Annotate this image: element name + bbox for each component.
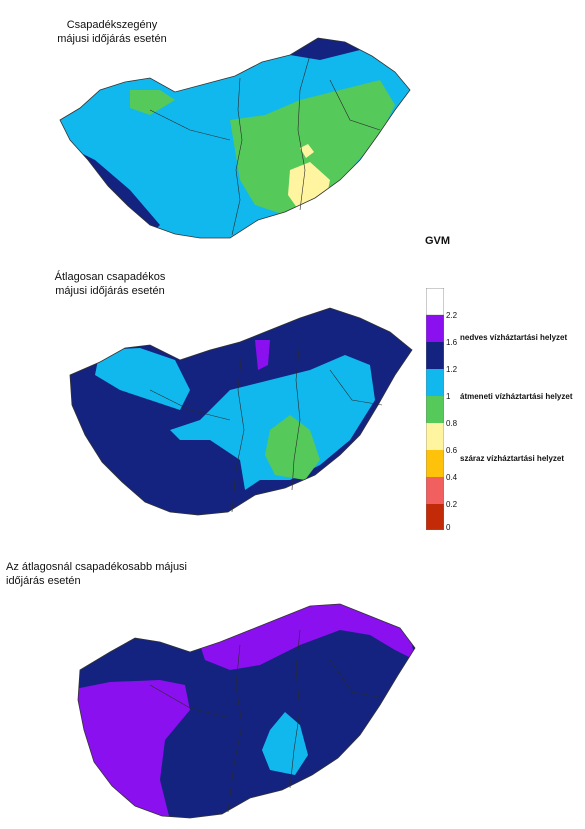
map-title-average-line1: Átlagosan csapadékos	[54, 271, 166, 283]
legend-colorbar	[426, 288, 444, 530]
map-title-dry: Csapadékszegény májusi időjárás esetén	[42, 18, 182, 46]
legend-tick: 0.8	[446, 419, 458, 428]
legend-swatch-orange	[426, 450, 444, 477]
map-title-average-line2: májusi időjárás esetén	[55, 285, 165, 297]
legend-swatch-salmon	[426, 477, 444, 504]
legend-swatch-yellow	[426, 423, 444, 450]
map-title-wet: Az átlagosnál csapadékosabb májusi időjá…	[6, 560, 206, 588]
legend-tick: 1	[446, 392, 451, 401]
map-average-may	[69, 307, 413, 516]
legend-tick: 0.6	[446, 446, 458, 455]
legend-tick: 0.2	[446, 500, 458, 509]
legend-class-transitional: átmeneti vízháztartási helyzet	[460, 392, 573, 401]
legend-tick: 1.6	[446, 338, 458, 347]
legend-tick: 0.4	[446, 473, 458, 482]
map-wet-may	[77, 603, 416, 819]
legend-swatch-red	[426, 504, 444, 530]
legend-class-wet: nedves vízháztartási helyzet	[460, 333, 568, 342]
map-title-wet-line1: Az átlagosnál csapadékosabb májusi	[6, 561, 188, 573]
legend-tick: 2.2	[446, 311, 458, 320]
map-title-dry-line1: Csapadékszegény	[66, 19, 158, 31]
map-title-wet-line2: időjárás esetén	[6, 575, 81, 587]
map-dry-may	[59, 37, 411, 239]
legend-swatch-green	[426, 396, 444, 423]
map-title-dry-line2: májusi időjárás esetén	[57, 33, 167, 45]
legend-swatch-dark-blue	[426, 342, 444, 369]
legend-swatch-white	[426, 288, 444, 316]
legend-swatch-light-blue	[426, 369, 444, 396]
legend-tick: 1.2	[446, 365, 458, 374]
legend-title: GVM	[425, 235, 451, 247]
legend-tick: 0	[446, 523, 451, 532]
map-title-average: Átlagosan csapadékos májusi időjárás ese…	[40, 270, 180, 298]
legend-class-dry: száraz vízháztartási helyzet	[460, 454, 565, 463]
legend-swatch-purple	[426, 315, 444, 342]
